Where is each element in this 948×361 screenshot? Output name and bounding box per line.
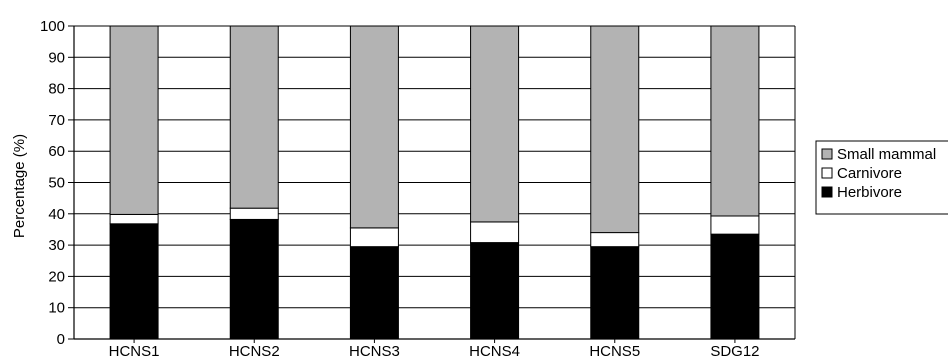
bar-herbivore: [470, 242, 520, 340]
bar-herbivore: [229, 218, 279, 340]
y-tick-label: 10: [48, 300, 65, 317]
y-axis-title: Percentage (%): [11, 134, 28, 238]
bar-carnivore: [109, 213, 159, 225]
x-tick-label: HCNS2: [229, 343, 280, 360]
bar-herbivore: [349, 246, 399, 340]
bar-small-mammal: [229, 25, 279, 209]
legend-swatch: [821, 148, 833, 160]
bar-small-mammal: [470, 25, 520, 223]
y-tick-label: 80: [48, 81, 65, 98]
bar-carnivore: [349, 227, 399, 248]
x-tick-label: SDG12: [710, 343, 759, 360]
y-tick-label: 0: [57, 331, 65, 348]
bar-small-mammal: [590, 25, 640, 234]
y-tick-label: 50: [48, 175, 65, 192]
bar-carnivore: [710, 215, 760, 235]
x-tick-label: HCNS4: [469, 343, 520, 360]
legend-frame: [815, 140, 948, 215]
y-tick-label: 20: [48, 268, 65, 285]
bar-small-mammal: [349, 25, 399, 229]
legend-label: Carnivore: [837, 165, 902, 182]
bar-herbivore: [710, 233, 760, 340]
y-tick-label: 100: [40, 18, 65, 35]
x-tick-label: HCNS5: [589, 343, 640, 360]
bar-carnivore: [229, 207, 279, 220]
bar-herbivore: [590, 246, 640, 340]
y-tick-label: 90: [48, 49, 65, 66]
bar-small-mammal: [109, 25, 159, 215]
gridlines: [74, 25, 795, 309]
x-tick-label: HCNS3: [349, 343, 400, 360]
legend-label: Small mammal: [837, 146, 936, 163]
bars: [109, 25, 760, 340]
x-tick-label: HCNS1: [109, 343, 160, 360]
legend-swatch: [821, 167, 833, 179]
y-tick-label: 60: [48, 143, 65, 160]
legend-label: Herbivore: [837, 184, 902, 201]
bar-carnivore: [590, 232, 640, 248]
bar-carnivore: [470, 221, 520, 244]
x-tick-labels: HCNS1 HCNS2 HCNS3 HCNS4 HCNS5 SDG12: [109, 343, 760, 360]
y-tick-labels: 0 10 20 30 40 50 60 70 80 90 100: [40, 18, 65, 348]
legend: Small mammal Carnivore Herbivore: [815, 140, 948, 215]
y-tick-label: 70: [48, 112, 65, 129]
axes: [68, 25, 796, 343]
bar-small-mammal: [710, 25, 760, 217]
legend-swatch: [821, 186, 833, 198]
y-tick-label: 30: [48, 237, 65, 254]
y-tick-label: 40: [48, 206, 65, 223]
bar-herbivore: [109, 223, 159, 340]
